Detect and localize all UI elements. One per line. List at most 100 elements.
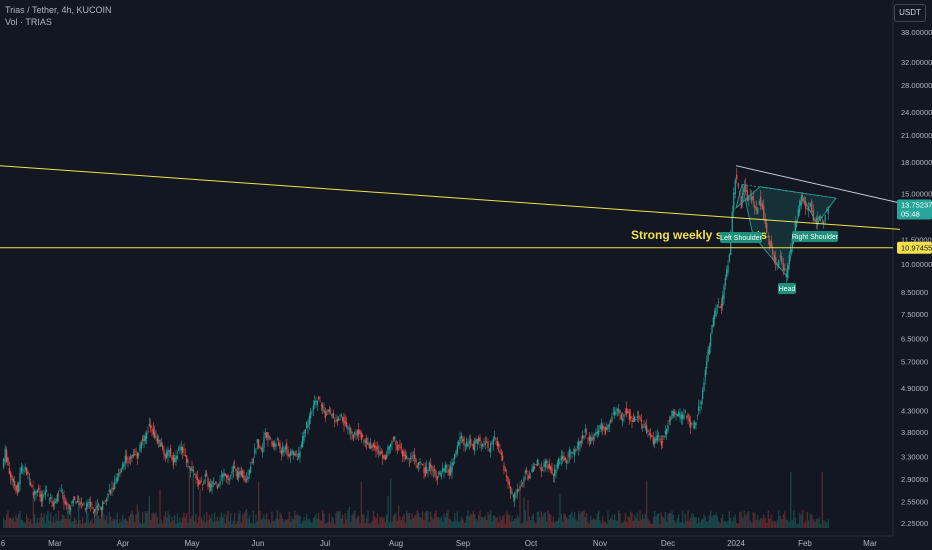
candle-body	[239, 471, 241, 475]
volume-bar	[155, 512, 157, 528]
candle-body	[134, 454, 136, 456]
volume-bar	[278, 519, 280, 528]
candle-body	[15, 485, 17, 492]
volume-bar	[406, 510, 408, 528]
candle-body	[39, 491, 41, 497]
volume-bar	[116, 512, 118, 528]
candle-body	[507, 477, 509, 484]
price-tick-label: 21.00000	[901, 131, 932, 140]
volume-bar	[396, 520, 398, 528]
volume-bar	[600, 523, 602, 528]
price-axis[interactable]: 38.00000 32.00000 28.00000 24.00000 21.00000…	[901, 28, 932, 528]
support-price-value: 10.97455	[901, 244, 932, 253]
candle-body	[302, 436, 304, 448]
candle-body	[574, 449, 576, 456]
candle-body	[723, 286, 725, 299]
candle-body	[255, 448, 257, 450]
volume-bar	[283, 522, 285, 528]
currency-button[interactable]: USDT	[894, 4, 926, 22]
pattern-area[interactable]	[735, 184, 837, 278]
candle-body	[468, 441, 470, 443]
volume-bar	[262, 517, 264, 528]
candle-body	[640, 419, 642, 422]
volume-bar	[132, 514, 134, 528]
time-tick-label: Sep	[456, 539, 471, 548]
volume-bar	[367, 510, 369, 528]
candle-body	[271, 441, 273, 446]
volume-bar	[707, 521, 709, 528]
candle-body	[498, 443, 500, 447]
volume-bar	[307, 519, 309, 528]
upper-resistance-line[interactable]	[735, 165, 901, 204]
candle-body	[475, 439, 477, 444]
candle-body	[504, 469, 506, 471]
candle-body	[480, 444, 482, 446]
volume-bar	[690, 518, 692, 528]
volume-bar	[809, 513, 811, 528]
volume-bar	[584, 516, 586, 528]
descending-support-line[interactable]	[0, 165, 901, 230]
candle-body	[86, 503, 88, 510]
volume-bar	[312, 518, 314, 528]
candle-body	[419, 461, 421, 464]
volume-bar	[720, 517, 722, 528]
candle-body	[623, 414, 625, 418]
candle-body	[356, 430, 358, 436]
candle-body	[458, 442, 460, 446]
time-tick-label: Nov	[593, 539, 607, 548]
time-tick-label: Dec	[661, 539, 675, 548]
candle-body	[710, 333, 712, 347]
candle-body	[407, 457, 409, 460]
volume-bar	[504, 523, 506, 528]
candle-body	[150, 424, 152, 429]
candle-body	[71, 500, 73, 504]
candle-body	[595, 431, 597, 436]
volume-bar	[482, 516, 484, 528]
candle-body	[446, 465, 448, 468]
volume-bar	[268, 519, 270, 528]
candle-body	[456, 445, 458, 454]
candle-body	[139, 444, 141, 452]
volume-bar	[55, 513, 57, 528]
candle-body	[660, 441, 662, 446]
volume-bar	[356, 516, 358, 528]
volume-bar	[167, 511, 169, 528]
candle-body	[18, 483, 20, 492]
volume-bar	[376, 513, 378, 528]
volume-bar	[582, 511, 584, 528]
volume-bar	[178, 522, 180, 528]
candle-body	[414, 454, 416, 460]
candle-body	[626, 407, 628, 414]
time-tick-label: Mar	[863, 539, 877, 548]
candle-body	[94, 509, 96, 513]
time-axis[interactable]: 6 Mar Apr May Jun Jul Aug Sep Oct Nov Dec 2024 Feb Ma…	[1, 539, 877, 548]
volume-bar	[648, 520, 650, 528]
volume-bar	[435, 510, 437, 528]
candle-body	[512, 494, 514, 498]
volume-indicator-label[interactable]: Vol · TRIAS	[5, 17, 52, 27]
candle-body	[351, 432, 353, 435]
time-tick-label: Oct	[525, 539, 538, 548]
candle-body	[599, 425, 601, 430]
volume-bar	[711, 516, 713, 528]
candle-body	[755, 207, 757, 211]
candle-body	[536, 460, 538, 467]
volume-bar	[458, 522, 460, 528]
candle-body	[610, 420, 612, 422]
price-tick-label: 2.55000	[901, 497, 928, 506]
volume-bar	[660, 512, 662, 528]
volume-bar	[258, 482, 260, 528]
volume-bar	[599, 520, 601, 528]
candle-body	[111, 487, 113, 490]
candle-body	[67, 507, 69, 509]
volume-bar	[684, 513, 686, 528]
volume-bar	[360, 481, 362, 528]
candle-body	[4, 448, 6, 462]
volume-bar	[464, 522, 466, 528]
candle-body	[411, 456, 413, 459]
candle-body	[690, 421, 692, 429]
volume-bar	[749, 520, 751, 528]
symbol-title[interactable]: Trias / Tether, 4h, KUCOIN	[5, 5, 112, 15]
volume-bar	[12, 517, 14, 528]
